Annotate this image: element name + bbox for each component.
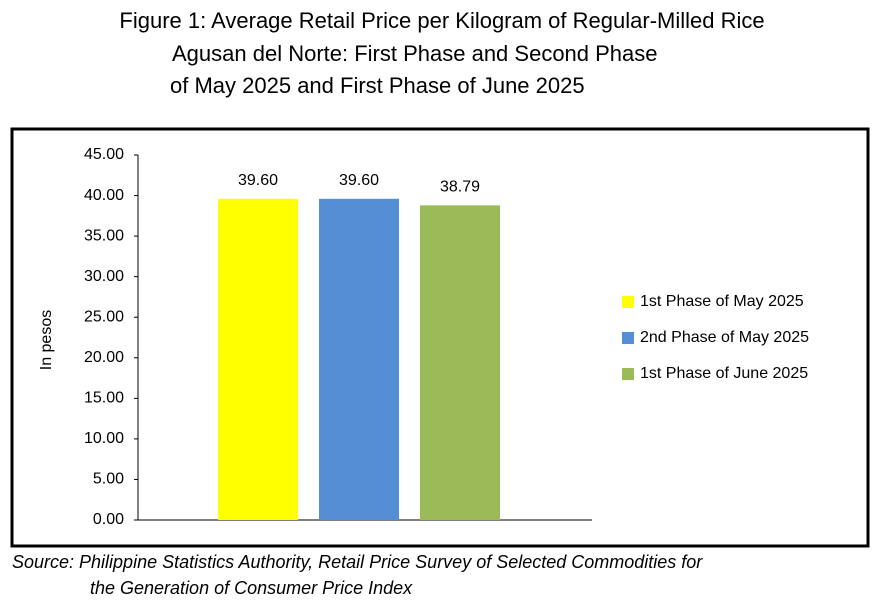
chart-title: of May 2025 and First Phase of June 2025 [170, 73, 585, 98]
y-tick-label: 0.00 [93, 511, 124, 528]
legend-label: 1st Phase of June 2025 [640, 365, 808, 382]
chart-title: Agusan del Norte: First Phase and Second… [172, 41, 658, 66]
y-tick-label: 30.00 [84, 268, 124, 285]
source: the Generation of Consumer Price Index [90, 578, 413, 598]
legend-label: 2nd Phase of May 2025 [640, 329, 809, 346]
y-tick-label: 25.00 [84, 308, 124, 325]
bar [218, 198, 298, 521]
y-tick-label: 45.00 [84, 146, 124, 163]
bar [420, 205, 500, 520]
bar [319, 198, 399, 521]
legend-label: 1st Phase of May 2025 [640, 293, 804, 310]
legend-swatch [622, 368, 634, 380]
y-tick-label: 10.00 [84, 430, 124, 447]
chart-title: Figure 1: Average Retail Price per Kilog… [119, 8, 764, 33]
y-axis-label: In pesos [38, 310, 55, 370]
legend-swatch [622, 296, 634, 308]
y-tick-label: 35.00 [84, 227, 124, 244]
y-tick-label: 40.00 [84, 187, 124, 204]
source: Source: Philippine Statistics Authority,… [12, 552, 703, 572]
data-label: 39.60 [339, 172, 379, 189]
data-label: 38.79 [440, 179, 480, 196]
y-tick-label: 20.00 [84, 349, 124, 366]
legend-swatch [622, 332, 634, 344]
y-tick-label: 5.00 [93, 471, 124, 488]
y-tick-label: 15.00 [84, 390, 124, 407]
data-label: 39.60 [238, 172, 278, 189]
